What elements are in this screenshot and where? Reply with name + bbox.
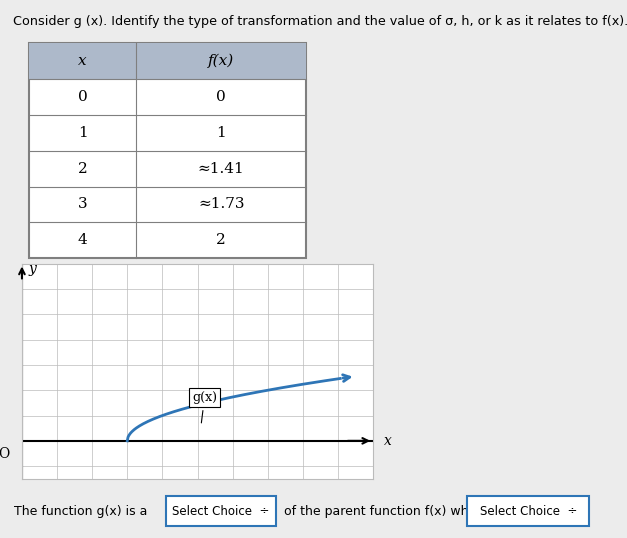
Text: f(x): f(x) xyxy=(208,54,234,68)
Text: ≈1.73: ≈1.73 xyxy=(198,197,245,211)
Text: O: O xyxy=(0,447,9,461)
Text: x: x xyxy=(384,434,391,448)
Text: 1: 1 xyxy=(78,126,88,140)
Text: Select Choice  ÷: Select Choice ÷ xyxy=(480,505,577,518)
Text: y: y xyxy=(29,261,37,275)
Text: 0: 0 xyxy=(216,90,226,104)
Text: 4: 4 xyxy=(78,233,88,247)
Bar xyxy=(29,43,306,258)
Text: ≈1.41: ≈1.41 xyxy=(198,161,245,175)
Text: of the parent function f(x) where: of the parent function f(x) where xyxy=(280,505,493,518)
Bar xyxy=(29,43,306,79)
Text: x: x xyxy=(78,54,87,68)
Text: The function g(x) is a: The function g(x) is a xyxy=(14,505,151,518)
Text: 3: 3 xyxy=(78,197,87,211)
Text: 0: 0 xyxy=(78,90,88,104)
FancyBboxPatch shape xyxy=(467,496,589,526)
Text: Consider g (x). Identify the type of transformation and the value of σ, h, or k : Consider g (x). Identify the type of tra… xyxy=(13,15,627,28)
Text: 2: 2 xyxy=(216,233,226,247)
FancyBboxPatch shape xyxy=(166,496,276,526)
Text: g(x): g(x) xyxy=(192,391,217,423)
Text: 1: 1 xyxy=(216,126,226,140)
Text: Select Choice  ÷: Select Choice ÷ xyxy=(172,505,270,518)
Text: 2: 2 xyxy=(78,161,88,175)
